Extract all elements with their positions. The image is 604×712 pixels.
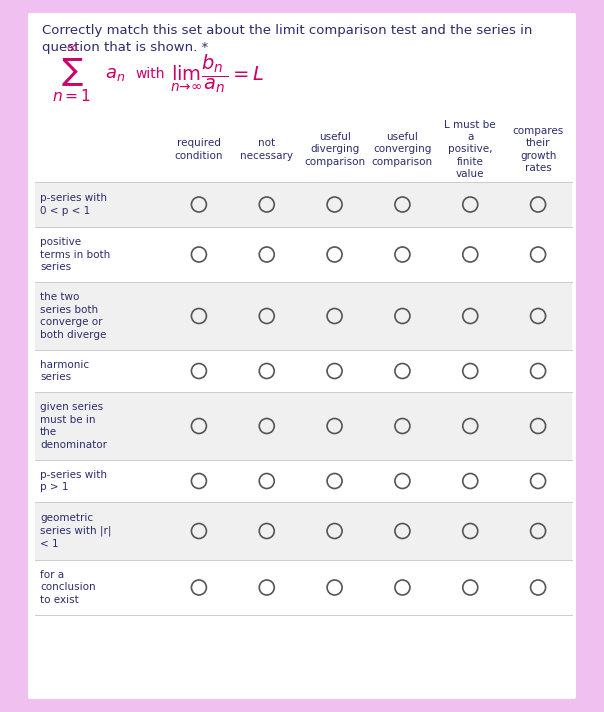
Text: geometric
series with |r|
< 1: geometric series with |r| < 1 [40,513,112,549]
Text: p-series with
p > 1: p-series with p > 1 [40,470,107,492]
Text: for a
conclusion
to exist: for a conclusion to exist [40,570,95,605]
Text: harmonic
series: harmonic series [40,360,89,382]
Text: given series
must be in
the
denominator: given series must be in the denominator [40,402,107,449]
Text: useful
converging
comparison: useful converging comparison [372,132,433,167]
Bar [35,392,572,460]
Text: p-series with
0 < p < 1: p-series with 0 < p < 1 [40,193,107,216]
Bar [35,182,572,227]
Bar [35,227,572,282]
Text: not
necessary: not necessary [240,138,294,161]
FancyBboxPatch shape [28,13,576,699]
Bar [35,117,572,182]
Text: with: with [135,67,164,81]
Text: Correctly match this set about the limit comparison test and the series in
quest: Correctly match this set about the limit… [42,24,532,54]
Bar [35,350,572,392]
Text: $\sum_{n=1}^{\infty}$: $\sum_{n=1}^{\infty}$ [52,44,91,104]
Bar [35,502,572,560]
Text: $a_n$: $a_n$ [105,65,125,83]
Bar [35,460,572,502]
Text: the two
series both
converge or
both diverge: the two series both converge or both div… [40,293,106,340]
Text: useful
diverging
comparison: useful diverging comparison [304,132,365,167]
Text: positive
terms in both
series: positive terms in both series [40,237,111,272]
Text: compares
their
growth
rates: compares their growth rates [512,126,564,173]
Text: required
condition: required condition [175,138,223,161]
Bar [35,560,572,615]
Text: $\lim_{n\to\infty}\dfrac{b_n}{a_n} = L$: $\lim_{n\to\infty}\dfrac{b_n}{a_n} = L$ [170,53,265,95]
Bar [35,282,572,350]
Text: L must be
a
positive,
finite
value: L must be a positive, finite value [445,120,496,179]
